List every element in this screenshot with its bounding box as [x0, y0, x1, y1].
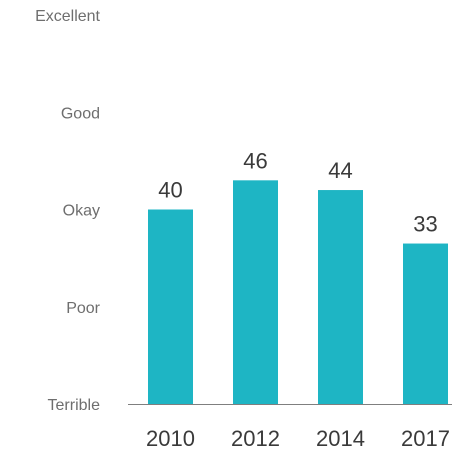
- x-tick-label-2014: 2014: [316, 426, 365, 450]
- x-tick-label-2017: 2017: [401, 426, 450, 450]
- data-label-2017: 33: [413, 212, 437, 237]
- y-tick-label: Excellent: [35, 8, 100, 25]
- bar-2017: [403, 243, 448, 404]
- x-axis-tick-labels: 2010 2012 2014 2017: [146, 426, 450, 450]
- y-tick-label: Poor: [66, 300, 100, 317]
- bar-2014: [318, 190, 363, 404]
- y-axis-tick-labels: Terrible Poor Okay Good Excellent: [35, 8, 101, 414]
- bar-2010: [148, 209, 193, 404]
- x-tick-label-2010: 2010: [146, 426, 195, 450]
- data-labels: 40 46 44 33: [158, 148, 437, 236]
- data-label-2014: 44: [328, 158, 352, 183]
- y-tick-label: Okay: [63, 203, 100, 220]
- bars: [148, 180, 448, 404]
- bar-2012: [233, 180, 278, 404]
- x-tick-label-2012: 2012: [231, 426, 280, 450]
- y-tick-label: Terrible: [48, 397, 101, 414]
- data-label-2010: 40: [158, 178, 182, 203]
- y-tick-label: Good: [61, 105, 100, 122]
- data-label-2012: 46: [243, 148, 267, 173]
